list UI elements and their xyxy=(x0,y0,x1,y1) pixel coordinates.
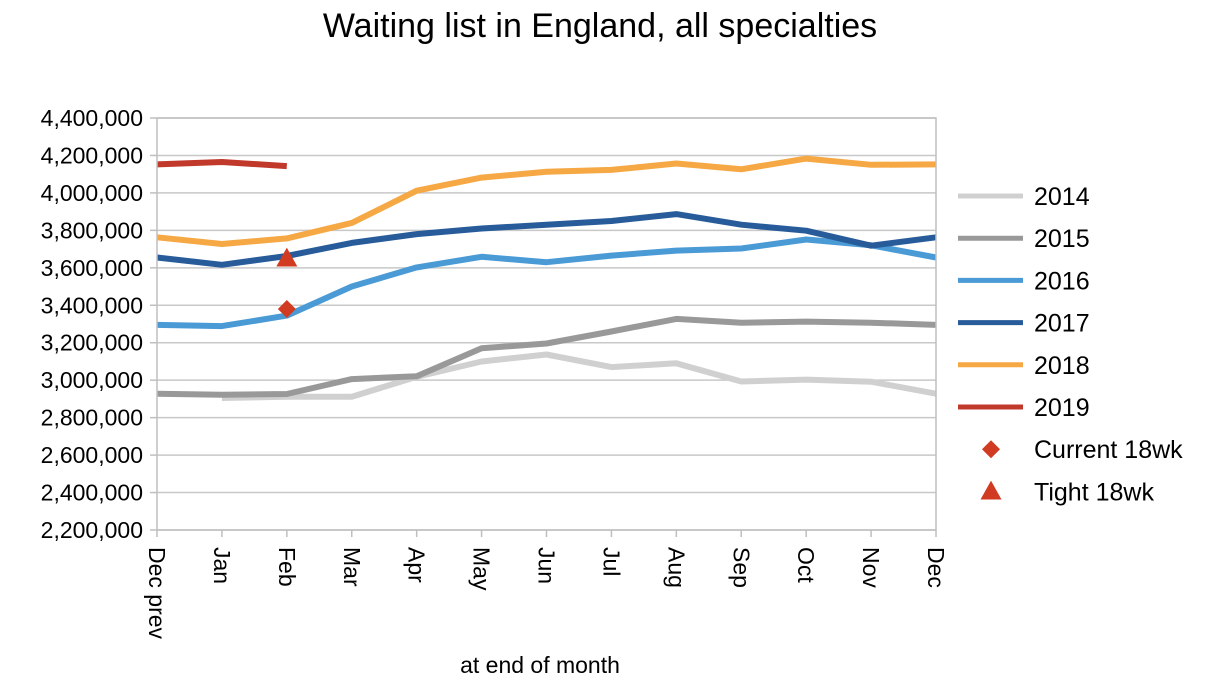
y-tick-label: 3,400,000 xyxy=(41,292,143,318)
chart-title: Waiting list in England, all specialties xyxy=(323,7,877,45)
x-tick-label: Sep xyxy=(728,547,754,588)
legend-label-current-18wk: Current 18wk xyxy=(1034,436,1183,464)
y-tick-label: 4,400,000 xyxy=(41,105,143,131)
x-tick-label: Jul xyxy=(598,547,624,576)
series-line-2018 xyxy=(156,155,937,247)
x-tick-label: Mar xyxy=(339,547,365,587)
x-tick-label: Apr xyxy=(404,547,430,583)
x-tick-label: Aug xyxy=(663,547,689,588)
y-tick-label: 2,800,000 xyxy=(41,405,143,431)
legend-label-2015: 2015 xyxy=(1034,225,1090,253)
legend-label-2014: 2014 xyxy=(1034,183,1090,211)
series-line-2019 xyxy=(156,159,287,170)
plot-area-border xyxy=(156,117,937,531)
y-tick-label: 3,200,000 xyxy=(41,330,143,356)
y-tick-label: 3,000,000 xyxy=(41,367,143,393)
legend-label-tight-18wk: Tight 18wk xyxy=(1034,478,1154,506)
legend: 2014 2015 2016 2017 2018 2019 Current 18wk Tigh… xyxy=(958,183,1183,506)
y-tick-label: 4,000,000 xyxy=(41,180,143,206)
x-tick-label: Nov xyxy=(858,547,884,588)
y-tick-label: 2,400,000 xyxy=(41,480,143,506)
x-tick-label: May xyxy=(469,547,495,591)
x-tick-label: Jun xyxy=(534,547,560,584)
x-axis: Dec prev Jan Feb Mar Apr May Jun Jul Aug Sep Oct No… xyxy=(144,530,949,640)
marker-current-18wk xyxy=(277,300,296,319)
y-tick-label: 3,600,000 xyxy=(41,255,143,281)
y-tick-label: 2,600,000 xyxy=(41,442,143,468)
legend-swatch-current-18wk xyxy=(982,440,1000,459)
y-tick-label: 4,200,000 xyxy=(41,142,143,168)
y-axis: 2,200,000 2,400,000 2,600,000 2,800,000 3,00… xyxy=(41,105,157,543)
x-tick-label: Feb xyxy=(274,547,300,587)
y-tick-label: 2,200,000 xyxy=(41,517,143,543)
legend-label-2017: 2017 xyxy=(1034,310,1090,338)
series-line-2014 xyxy=(221,351,937,401)
point-markers xyxy=(276,247,298,319)
marker-tight-18wk xyxy=(276,247,298,267)
series-line-2015 xyxy=(156,315,937,398)
legend-label-2019: 2019 xyxy=(1034,394,1090,422)
x-tick-label: Dec xyxy=(923,547,949,588)
legend-label-2018: 2018 xyxy=(1034,352,1090,380)
legend-label-2016: 2016 xyxy=(1034,267,1090,295)
y-tick-label: 3,800,000 xyxy=(41,217,143,243)
x-axis-label: at end of month xyxy=(460,652,620,678)
x-tick-label: Dec prev xyxy=(144,547,170,640)
x-tick-label: Jan xyxy=(209,547,235,584)
series-lines xyxy=(156,155,937,401)
legend-swatch-tight-18wk xyxy=(980,480,1002,500)
series-line-2016 xyxy=(156,236,937,330)
x-tick-label: Oct xyxy=(793,547,819,583)
